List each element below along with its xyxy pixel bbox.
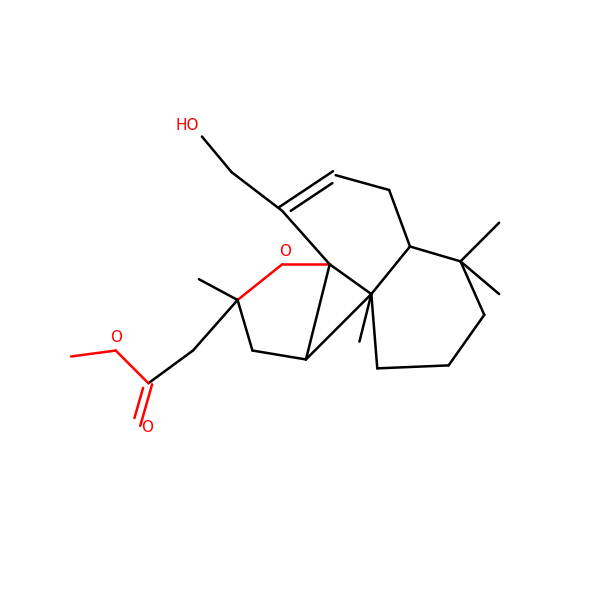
Text: HO: HO [175,118,199,133]
Text: O: O [141,421,153,436]
Text: O: O [110,330,122,345]
Text: O: O [279,244,291,259]
